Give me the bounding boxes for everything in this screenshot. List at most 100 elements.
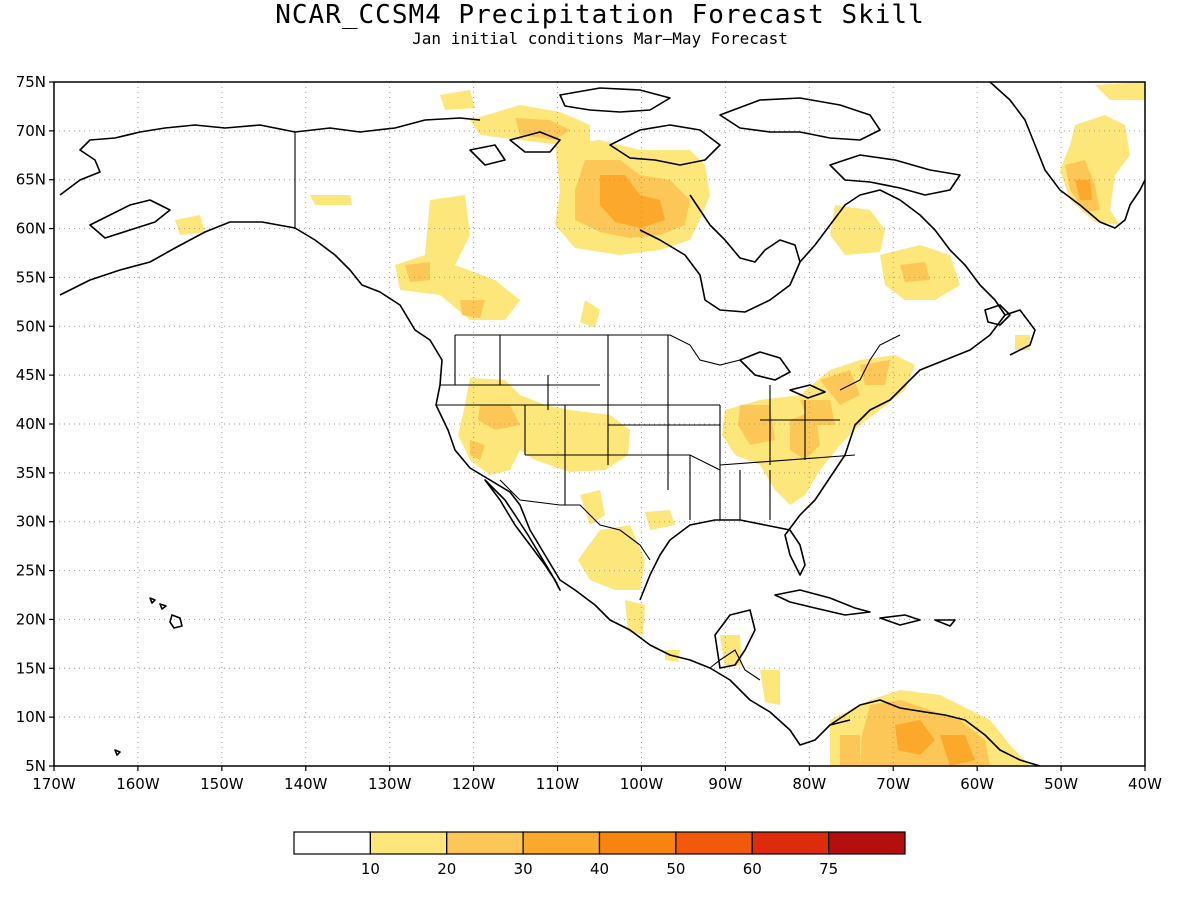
shade-region [722,355,915,505]
lat-tick-label: 15N [16,659,46,677]
colorbar-label: 20 [437,860,456,878]
shade-region [440,90,475,110]
border-line [640,454,721,471]
coastline [829,154,961,196]
coastline [984,304,1011,326]
coastline [114,749,121,756]
colorbar-label: 40 [590,860,609,878]
coastline [989,82,1145,229]
coastline [934,619,956,627]
shade-region [470,440,485,460]
lat-tick-label: 60N [16,220,46,238]
lon-tick-label: 160W [116,775,160,793]
shade-region [600,175,665,228]
coastline [59,221,851,746]
lon-tick-label: 70W [876,775,910,793]
lat-tick-label: 35N [16,464,46,482]
shade-region [458,378,630,475]
shade-region [405,262,430,282]
shade-region [1015,335,1030,350]
lat-tick-label: 45N [16,366,46,384]
lon-tick-label: 140W [284,775,328,793]
colorbar-swatch [293,831,371,855]
coastline [159,603,167,610]
lat-tick-label: 55N [16,268,46,286]
coastlines [59,82,1145,766]
shade-region [1075,180,1092,200]
coastline [469,144,506,166]
coastline [509,131,561,153]
coastline [829,699,1041,766]
lon-tick-label: 60W [960,775,994,793]
colorbar-label: 10 [361,860,380,878]
coastline [639,309,1036,601]
lat-tick-label: 5N [25,757,46,775]
skill-shading [175,82,1145,766]
coastline [169,614,183,629]
lon-tick-label: 50W [1044,775,1078,793]
shade-region [720,635,742,668]
colorbar: 10 20 30 40 50 60 75 [293,831,906,878]
colorbar-label: 75 [819,860,838,878]
map-subtitle: Jan initial conditions Mar—May Forecast [412,29,788,48]
shade-region [860,360,890,385]
colorbar-swatch [751,831,830,855]
shade-region [460,300,485,318]
lat-tick-label: 75N [16,73,46,91]
lat-tick-label: 20N [16,610,46,628]
lon-tick-label: 90W [708,775,742,793]
lat-axis: 5N 10N 15N 20N 25N 30N 35N 40N 45N 50N 55N 60N 65N 70… [16,73,54,775]
shade-region [895,720,935,755]
colorbar-swatch [369,831,448,855]
coastline [484,479,561,591]
shade-region [645,510,675,530]
shade-region [395,195,520,320]
shade-region [625,600,645,635]
shade-region [175,215,205,235]
coastline [559,87,671,113]
colorbar-swatch [446,831,524,855]
colorbar-swatch [675,831,753,855]
shade-region [900,262,930,282]
border-line [455,334,741,366]
lon-tick-label: 120W [452,775,496,793]
shade-region [580,300,600,328]
coastline [789,384,826,399]
lat-tick-label: 65N [16,171,46,189]
political-boundaries [294,132,901,681]
coastline [739,351,791,381]
lon-tick-label: 130W [368,775,412,793]
shade-region [738,405,775,445]
shade-region [830,205,885,255]
lat-tick-label: 50N [16,317,46,335]
colorbar-label: 50 [666,860,685,878]
border-line [719,454,856,466]
coastline [879,614,921,626]
colorbar-swatch [598,831,677,855]
border-line [839,334,901,391]
shade-region [580,490,605,525]
coastline [714,609,756,669]
map-title: NCAR_CCSM4 Precipitation Forecast Skill [275,0,925,30]
lon-tick-label: 170W [32,775,76,793]
shade-region [310,195,352,205]
lat-tick-label: 40N [16,415,46,433]
shade-region [800,400,835,425]
coastline [719,97,881,141]
coastline [59,117,481,196]
border-line [499,479,651,561]
lon-tick-label: 80W [792,775,826,793]
border-line [709,649,761,681]
coastline [774,589,871,616]
coastline [89,199,171,239]
shade-region [760,670,780,705]
colorbar-swatch [828,831,906,855]
coastline [799,189,1006,316]
lon-tick-label: 100W [620,775,664,793]
shade-region [840,735,860,766]
colorbar-swatch [522,831,601,855]
coastline [609,124,721,166]
colorbar-label: 60 [743,860,762,878]
coastline [149,597,156,604]
